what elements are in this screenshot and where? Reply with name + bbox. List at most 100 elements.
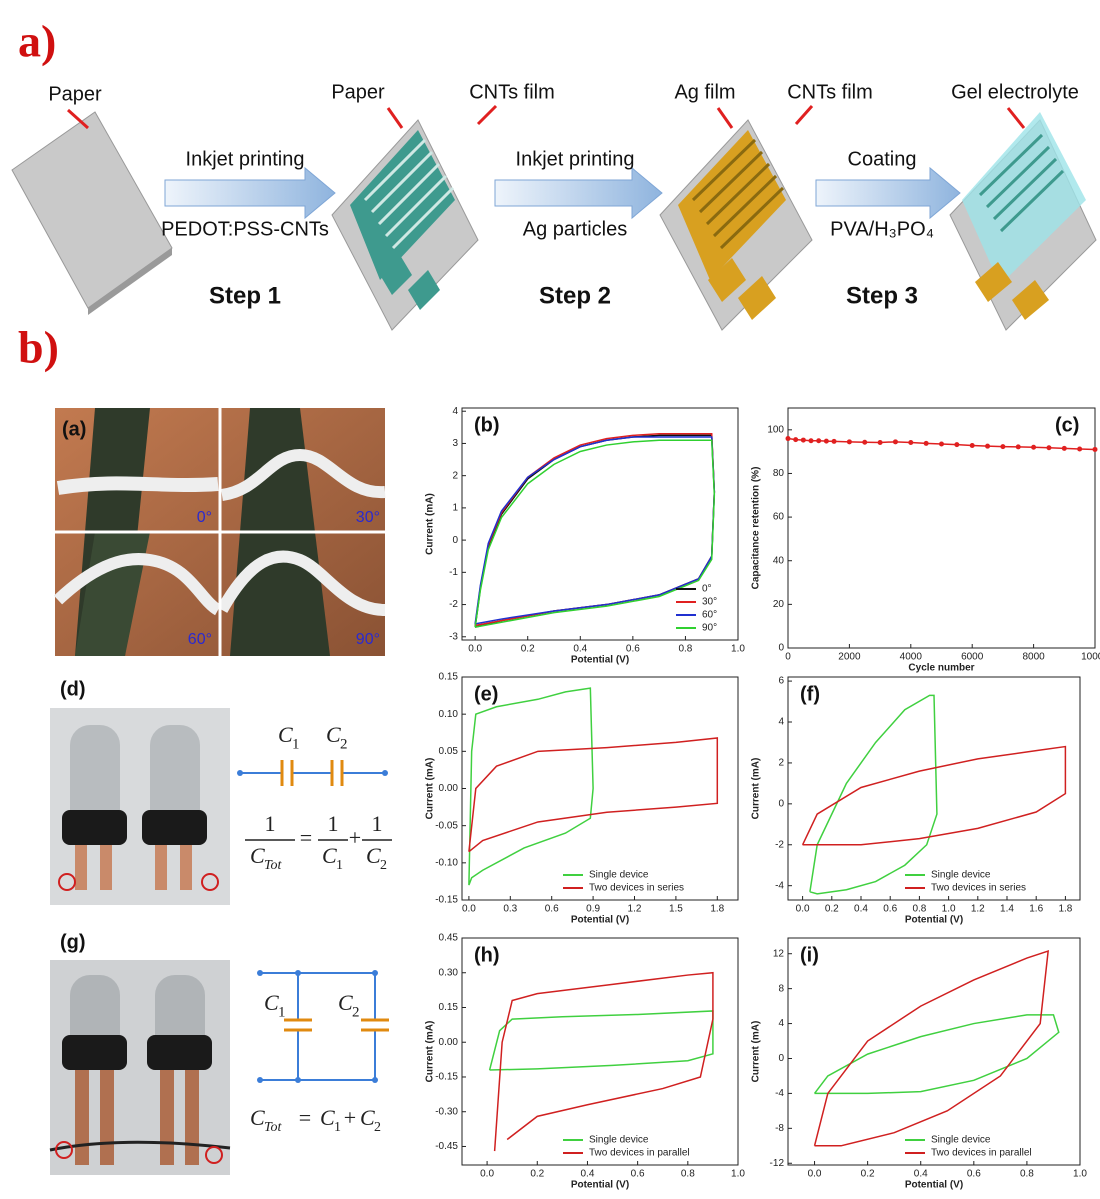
y-tick-label: -1 <box>449 567 458 578</box>
paper-sheet <box>11 111 173 315</box>
x-axis-title: Cycle number <box>908 663 974 674</box>
x-tick-label: 0.8 <box>1020 1169 1034 1180</box>
x-tick-label: 0.4 <box>581 1169 595 1180</box>
panel-tag: (a) <box>62 418 86 440</box>
data-point <box>954 442 960 448</box>
data-point <box>1015 444 1021 450</box>
x-tick-label: 1.6 <box>1029 904 1043 915</box>
y-tick-label: 100 <box>767 424 784 435</box>
y-axis-title: Current (mA) <box>425 493 436 555</box>
y-tick-label: 0.05 <box>439 746 459 757</box>
y-tick-label: 0.10 <box>439 709 459 720</box>
y-tick-label: 0.00 <box>439 783 459 794</box>
series-line <box>474 436 716 625</box>
plot-frame <box>787 937 1081 1166</box>
x-tick-label: 0.8 <box>912 904 926 915</box>
legend-label: 0° <box>702 584 712 595</box>
data-point <box>846 439 852 445</box>
data-point <box>816 438 822 444</box>
x-tick-label: 0.2 <box>861 1169 875 1180</box>
y-tick-label: 0.45 <box>439 933 459 944</box>
data-point <box>1031 444 1037 450</box>
y-axis-title: Current (mA) <box>425 758 436 820</box>
label: Paper <box>48 83 102 105</box>
part-label: b) <box>18 322 59 373</box>
x-tick-label: 0.2 <box>521 644 535 655</box>
equation: 1 <box>336 858 343 873</box>
data-point <box>969 443 975 449</box>
equation: 1 <box>265 811 276 836</box>
y-axis-title: Current (mA) <box>425 1021 436 1083</box>
equation: 1 <box>334 1120 341 1135</box>
y-tick-label: -0.10 <box>435 857 458 868</box>
panel-tag: (d) <box>60 678 86 700</box>
panel-tag: (g) <box>60 931 86 953</box>
device-step2 <box>659 119 813 331</box>
equation: + <box>349 825 361 850</box>
y-tick-label: 40 <box>773 555 785 566</box>
x-tick-label: 8000 <box>1022 652 1045 663</box>
plot-frame <box>461 937 739 1166</box>
panel-tag: (f) <box>800 683 820 705</box>
x-tick-label: 0.0 <box>468 644 482 655</box>
angle-label: 30° <box>356 509 380 526</box>
data-point <box>1061 445 1067 451</box>
x-axis-title: Potential (V) <box>571 655 629 666</box>
x-tick-label: 1.2 <box>971 904 985 915</box>
equation: = <box>300 825 312 850</box>
x-tick-label: 0.4 <box>573 644 587 655</box>
legend-label: Single device <box>931 1135 991 1146</box>
equation: 1 <box>372 811 383 836</box>
chart: 0.0 0.2 0.4 0.6 0.8 1.0 -3 -2 -1 0 1 2 3 4 Potential (… <box>425 406 746 666</box>
y-tick-label: -0.15 <box>435 895 458 906</box>
series-line <box>813 950 1050 1147</box>
y-tick-label: 12 <box>773 948 785 959</box>
x-tick-label: 0.4 <box>914 1169 928 1180</box>
series-circuit <box>237 760 392 841</box>
y-tick-label: 0.00 <box>439 1037 459 1048</box>
y-tick-label: 4 <box>778 1018 784 1029</box>
label: Ag particles <box>523 218 628 240</box>
panel-tag: (e) <box>474 683 498 705</box>
y-axis-title: Capacitance retention (%) <box>751 467 762 590</box>
x-tick-label: 0.6 <box>626 644 640 655</box>
x-tick-label: 1.5 <box>669 904 683 915</box>
legend-label: 90° <box>702 623 717 634</box>
parallel-circuit <box>257 970 389 1083</box>
y-tick-label: 20 <box>773 599 785 610</box>
circuit-label: C <box>278 722 293 747</box>
y-tick-label: 0 <box>778 1053 784 1064</box>
data-point <box>785 436 791 442</box>
data-point <box>892 439 898 445</box>
photo-parallel <box>49 960 231 1175</box>
x-tick-label: 0.9 <box>586 904 600 915</box>
process-arrows <box>164 166 961 220</box>
circuit-label: C <box>326 722 341 747</box>
series-line <box>468 687 594 886</box>
y-tick-label: -2 <box>449 599 458 610</box>
label: CNTs film <box>787 81 873 103</box>
label: CNTs film <box>469 81 555 103</box>
panel-tag: (h) <box>474 944 500 966</box>
panel-tag: (c) <box>1055 414 1079 436</box>
y-axis-title: Current (mA) <box>751 758 762 820</box>
data-point <box>808 438 814 444</box>
x-tick-label: 1.0 <box>731 1169 745 1180</box>
x-tick-label: 1.0 <box>942 904 956 915</box>
y-tick-label: 4 <box>778 717 784 728</box>
x-axis-title: Potential (V) <box>905 915 963 926</box>
data-point <box>823 438 829 444</box>
y-tick-label: -12 <box>770 1158 785 1169</box>
circuit-label: 2 <box>340 736 348 752</box>
x-tick-label: 2000 <box>838 652 861 663</box>
equation: Tot <box>264 858 283 873</box>
equation: C <box>360 1105 375 1130</box>
x-axis-title: Potential (V) <box>571 1180 629 1191</box>
x-tick-label: 1.0 <box>731 644 745 655</box>
data-point <box>831 438 837 444</box>
equation: = <box>299 1105 311 1130</box>
label: Inkjet printing <box>186 148 305 170</box>
part-label: a) <box>18 16 56 67</box>
data-point <box>939 441 944 447</box>
